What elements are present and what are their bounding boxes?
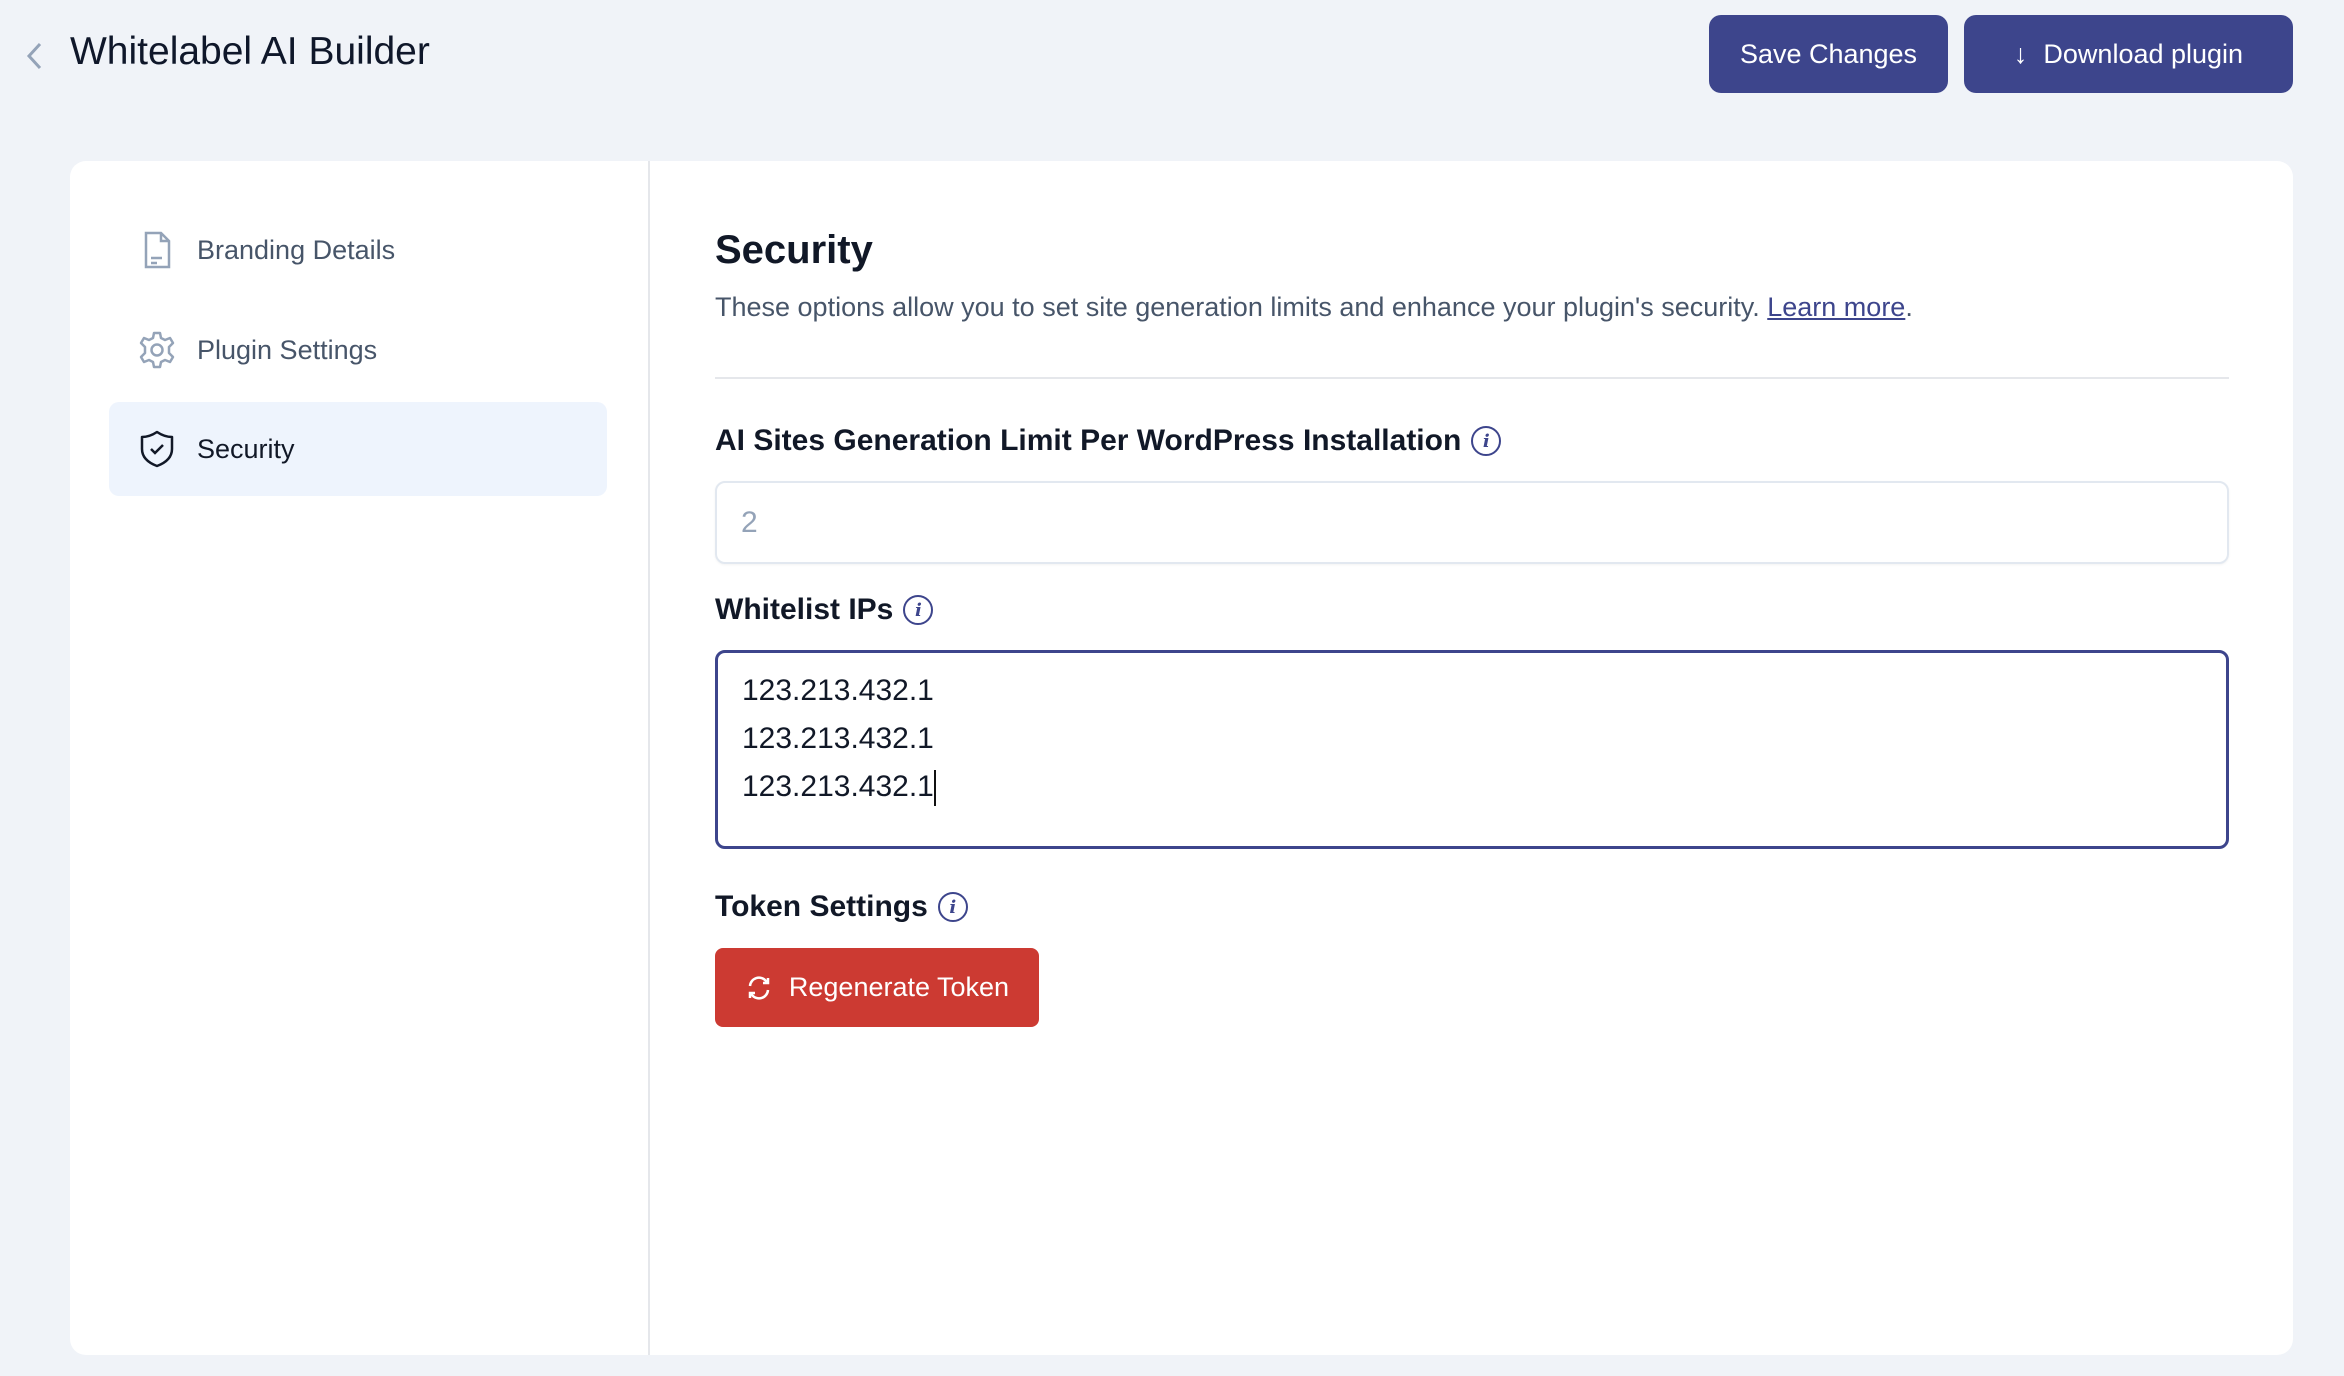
text-cursor <box>933 770 936 807</box>
sidebar-item-plugin-settings[interactable]: Plugin Settings <box>109 303 607 397</box>
info-icon[interactable]: i <box>903 595 934 625</box>
info-icon[interactable]: i <box>1471 426 1502 456</box>
section-divider <box>715 377 2229 379</box>
learn-more-link[interactable]: Learn more <box>1767 292 1906 322</box>
limit-label: AI Sites Generation Limit Per WordPress … <box>715 424 1502 458</box>
limit-value: 2 <box>741 505 758 539</box>
whitelist-label-text: Whitelist IPs <box>715 593 894 626</box>
sidebar-divider <box>648 161 650 1355</box>
ip-line: 123.213.432.1 <box>742 674 934 707</box>
regenerate-label: Regenerate Token <box>788 972 1010 1002</box>
token-label-text: Token Settings <box>715 890 928 923</box>
sidebar-item-label: Branding Details <box>197 234 396 265</box>
section-heading: Security <box>715 228 873 272</box>
document-icon <box>144 231 171 269</box>
download-label: Download plugin <box>2043 38 2244 69</box>
regenerate-token-button[interactable]: Regenerate Token <box>715 948 1039 1027</box>
refresh-icon <box>748 975 770 1000</box>
limit-label-text: AI Sites Generation Limit Per WordPress … <box>715 424 1462 457</box>
whitelist-label: Whitelist IPs i <box>715 593 934 627</box>
section-description: These options allow you to set site gene… <box>715 292 1913 323</box>
save-changes-button[interactable]: Save Changes <box>1709 15 1948 93</box>
description-text: These options allow you to set site gene… <box>715 292 1760 322</box>
gear-icon <box>139 331 175 369</box>
shield-check-icon <box>140 430 174 468</box>
download-plugin-button[interactable]: ↓ Download plugin <box>1964 15 2293 93</box>
generation-limit-input[interactable]: 2 <box>715 481 2229 564</box>
sidebar-item-branding-details[interactable]: Branding Details <box>109 203 607 297</box>
download-icon: ↓ <box>2013 38 2028 69</box>
whitelist-ips-textarea[interactable]: 123.213.432.1 123.213.432.1 123.213.432.… <box>715 650 2229 849</box>
sidebar-item-security[interactable]: Security <box>109 402 607 496</box>
back-chevron-icon[interactable] <box>20 36 50 76</box>
info-icon[interactable]: i <box>937 892 968 922</box>
save-label: Save Changes <box>1739 38 1918 69</box>
sidebar-item-label: Security <box>197 433 295 464</box>
settings-card <box>70 161 2293 1355</box>
ip-line: 123.213.432.1 <box>742 770 934 803</box>
token-label: Token Settings i <box>715 890 968 924</box>
sidebar-item-label: Plugin Settings <box>197 334 378 365</box>
description-period: . <box>1905 292 1913 322</box>
ip-line: 123.213.432.1 <box>742 722 934 755</box>
page-title: Whitelabel AI Builder <box>70 30 430 73</box>
